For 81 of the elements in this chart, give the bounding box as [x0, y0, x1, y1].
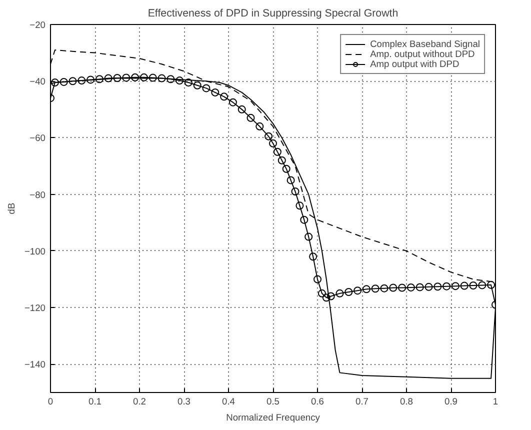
- point: [211, 88, 220, 96]
- point: [398, 284, 406, 292]
- point: [291, 188, 300, 196]
- point: [406, 283, 415, 292]
- point: [158, 74, 166, 82]
- x-tick-label: 0.6: [311, 396, 324, 406]
- point: [104, 74, 112, 82]
- point: [344, 288, 353, 296]
- y-tick-label: −100: [24, 246, 46, 256]
- x-tick-label: 0.3: [178, 396, 190, 406]
- point: [318, 289, 326, 298]
- point: [131, 73, 140, 82]
- chart-title: Effectiveness of DPD in Suppressing Specral Growth: [148, 8, 398, 20]
- y-tick-label: −140: [24, 360, 46, 370]
- x-axis-title: Normalized Frequency: [226, 412, 320, 422]
- point: [469, 282, 478, 290]
- y-tick-label: −80: [30, 190, 46, 200]
- x-tick-label: 0.8: [400, 396, 413, 406]
- point: [166, 75, 175, 84]
- y-tick-label: −60: [30, 133, 46, 144]
- point: [460, 282, 468, 290]
- point: [228, 98, 237, 106]
- point: [264, 132, 273, 140]
- x-tick-label: 0.7: [356, 396, 368, 406]
- point: [238, 105, 246, 114]
- point: [416, 283, 424, 292]
- point: [122, 74, 130, 82]
- point: [296, 202, 304, 210]
- point: [148, 74, 157, 82]
- point: [68, 77, 77, 86]
- point: [424, 282, 433, 291]
- legend-label: Amp output with DPD: [370, 59, 460, 69]
- point: [282, 164, 290, 173]
- x-tick-label: 0.4: [222, 396, 235, 406]
- point: [86, 76, 95, 84]
- point: [273, 148, 282, 156]
- point: [286, 176, 295, 184]
- point: [176, 76, 184, 85]
- point: [220, 92, 228, 101]
- point: [336, 289, 344, 298]
- x-tick-label: 0.2: [133, 396, 146, 406]
- point: [487, 280, 496, 289]
- point: [278, 156, 286, 164]
- point: [60, 78, 68, 86]
- point: [371, 284, 380, 293]
- point: [434, 282, 442, 291]
- point: [113, 74, 122, 82]
- point: [442, 282, 451, 290]
- point: [256, 122, 264, 130]
- point: [269, 139, 277, 148]
- point: [184, 78, 192, 87]
- x-tick-label: 1: [492, 396, 498, 406]
- legend-label: Amp. output without DPD: [370, 49, 475, 59]
- x-tick-label: 0.5: [266, 396, 280, 406]
- point: [380, 284, 388, 292]
- point: [362, 285, 370, 294]
- point: [309, 252, 318, 261]
- point: [326, 292, 335, 300]
- y-tick-label: −20: [30, 20, 46, 30]
- point: [451, 282, 460, 290]
- point: [50, 78, 59, 87]
- point: [322, 294, 330, 302]
- legend-label: Complex Baseband Signal: [370, 39, 480, 49]
- point: [78, 76, 86, 85]
- y-tick-label: −40: [30, 76, 46, 87]
- point: [389, 284, 398, 292]
- x-tick-label: 0: [48, 396, 54, 406]
- point: [314, 275, 322, 284]
- x-tick-label: 0.1: [88, 396, 102, 406]
- point: [202, 84, 210, 92]
- point: [246, 114, 255, 122]
- y-axis-title: dB: [6, 202, 16, 214]
- point: [478, 281, 486, 290]
- point: [140, 73, 148, 82]
- point: [304, 232, 313, 241]
- x-tick-label: 0.9: [444, 396, 458, 406]
- point: [354, 286, 362, 295]
- point: [95, 75, 104, 84]
- point: [193, 81, 202, 90]
- point: [300, 216, 308, 224]
- y-tick-label: −120: [24, 303, 46, 314]
